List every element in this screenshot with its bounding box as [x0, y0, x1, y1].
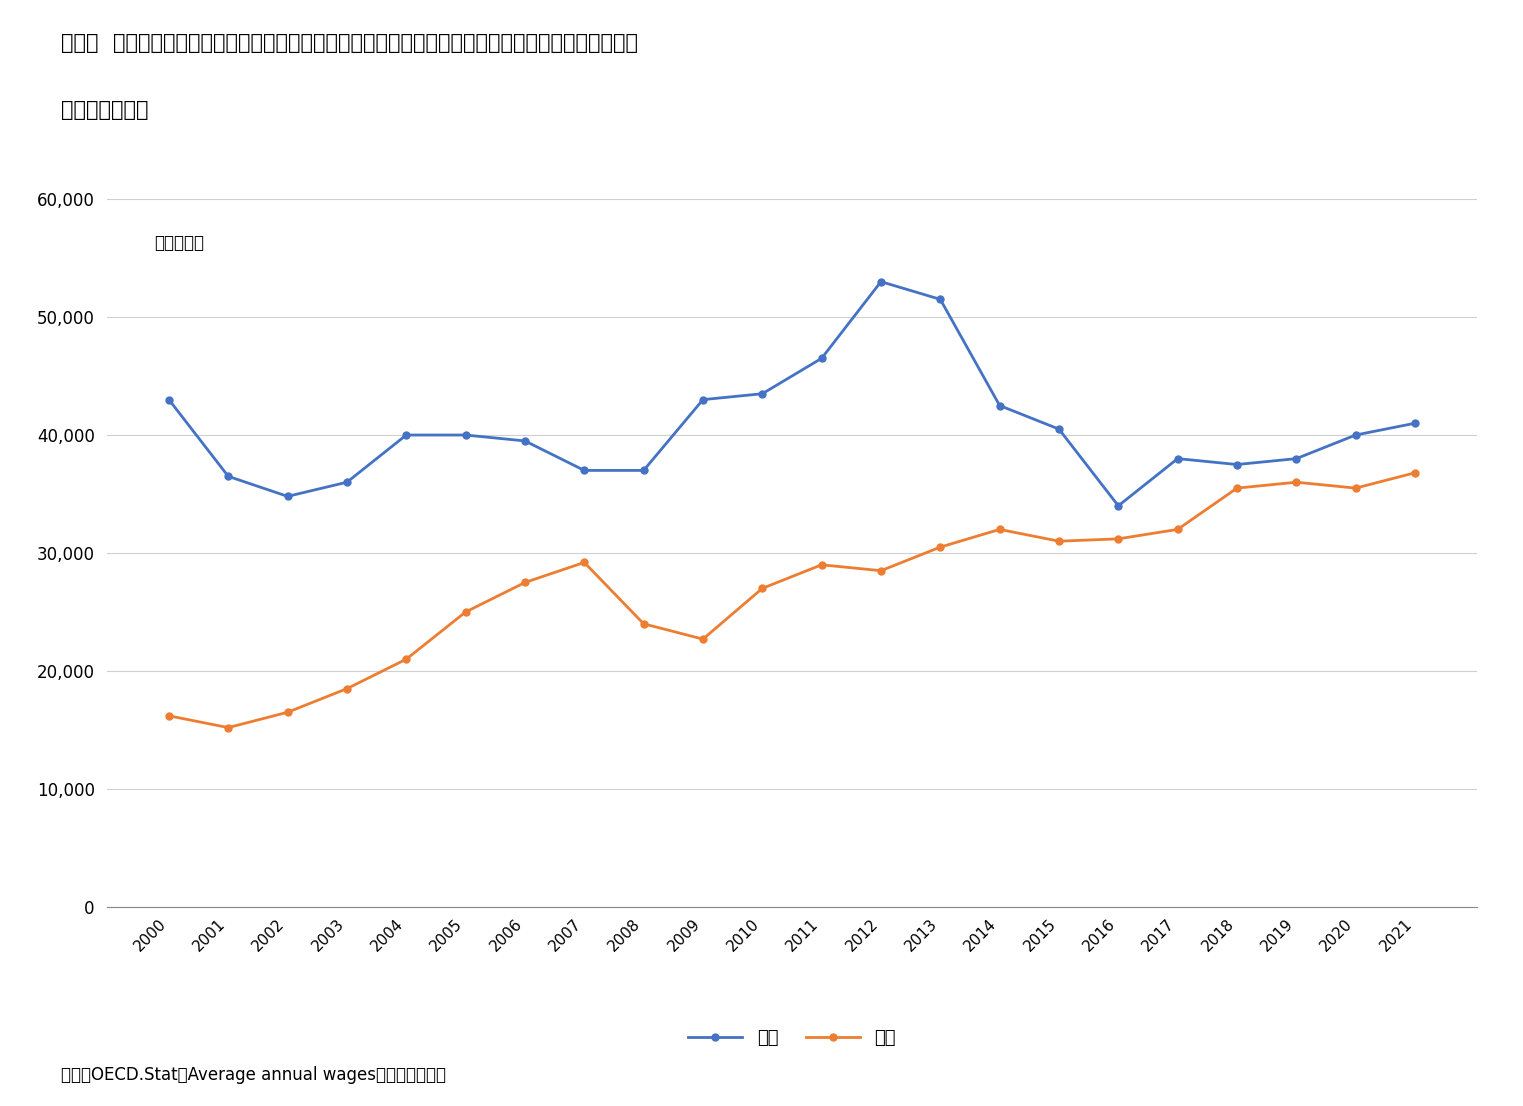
- 日本: [1228, 458, 1246, 471]
- 韓国: [516, 576, 535, 589]
- 日本: [1406, 417, 1424, 430]
- 日本: [219, 470, 238, 483]
- 日本: [1109, 499, 1127, 512]
- 韓国: [338, 682, 356, 696]
- 韓国: [219, 721, 238, 734]
- 日本: [576, 463, 594, 477]
- 日本: [1168, 452, 1186, 466]
- 日本: [1346, 428, 1365, 441]
- 日本: [931, 293, 949, 306]
- Line: 韓国: 韓国: [166, 469, 1418, 731]
- 日本: [398, 428, 416, 441]
- 韓国: [576, 556, 594, 570]
- 日本: [754, 387, 772, 400]
- 日本: [516, 435, 535, 448]
- 韓国: [160, 709, 178, 722]
- 日本: [635, 463, 653, 477]
- 韓国: [1109, 532, 1127, 545]
- Legend: 日本, 韓国: 日本, 韓国: [681, 1022, 903, 1054]
- Line: 日本: 日本: [166, 279, 1418, 509]
- 日本: [871, 275, 889, 289]
- 韓国: [871, 564, 889, 577]
- 韓国: [1346, 481, 1365, 494]
- 韓国: [1406, 466, 1424, 479]
- 韓国: [398, 653, 416, 666]
- 日本: [812, 352, 830, 365]
- 韓国: [1168, 523, 1186, 536]
- 韓国: [754, 582, 772, 595]
- 韓国: [635, 617, 653, 630]
- 韓国: [931, 541, 949, 554]
- 韓国: [694, 633, 713, 646]
- 韓国: [1287, 476, 1305, 489]
- 韓国: [457, 605, 475, 618]
- Text: 出所）OECD.Stat「Average annual wages」より筆者作成: 出所）OECD.Stat「Average annual wages」より筆者作成: [61, 1066, 446, 1084]
- 日本: [279, 490, 297, 503]
- Text: トでドル換算）: トでドル換算）: [61, 100, 148, 119]
- 日本: [457, 428, 475, 441]
- 日本: [694, 393, 713, 406]
- 日本: [1049, 422, 1068, 436]
- 日本: [990, 399, 1008, 413]
- 韓国: [1228, 481, 1246, 494]
- 日本: [338, 476, 356, 489]
- 韓国: [279, 706, 297, 719]
- 日本: [160, 393, 178, 406]
- 韓国: [812, 559, 830, 572]
- 韓国: [990, 523, 1008, 536]
- 日本: [1287, 452, 1305, 466]
- 韓国: [1049, 534, 1068, 547]
- Text: 図表２  日韓における年間平均賃金の推移（名目、日韓の各年の名目平均賃金をその年の平均為替レー: 図表２ 日韓における年間平均賃金の推移（名目、日韓の各年の名目平均賃金をその年の…: [61, 33, 638, 53]
- Text: 単位：ドル: 単位：ドル: [155, 234, 204, 252]
